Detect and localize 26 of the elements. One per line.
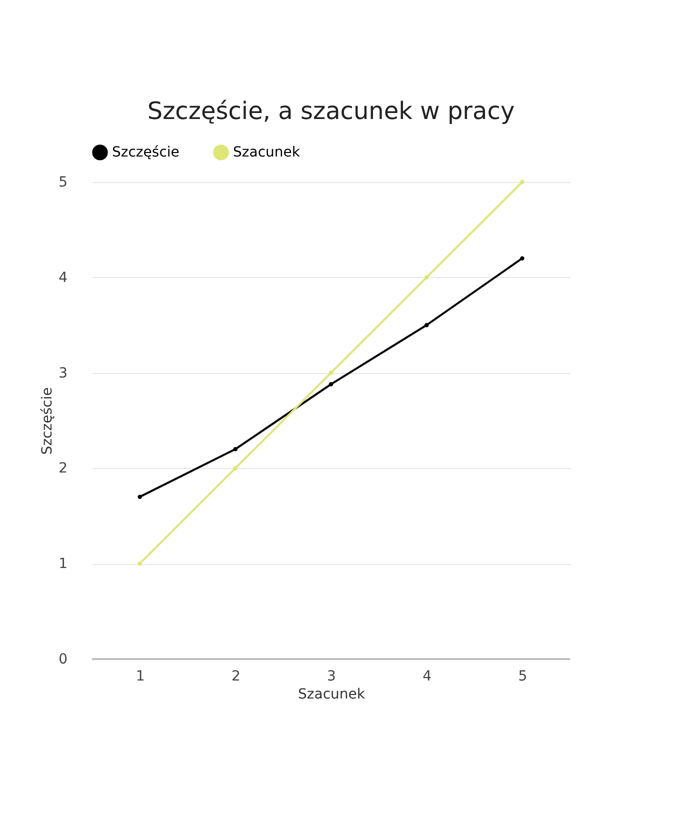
point xyxy=(520,256,524,260)
chart-title: Szczęście, a szacunek w pracy xyxy=(147,97,515,125)
point xyxy=(233,466,238,470)
y-tick-label: 0 xyxy=(58,652,68,668)
point xyxy=(138,494,142,499)
x-tick-label: 1 xyxy=(136,668,145,684)
y-tick-label: 5 xyxy=(58,174,68,190)
y-tick-label: 3 xyxy=(58,365,68,382)
point xyxy=(233,447,238,452)
point xyxy=(424,275,429,280)
y-tick-label: 1 xyxy=(58,556,68,572)
y-tick-label: 4 xyxy=(58,270,68,286)
y-axis-title: Szczęście xyxy=(40,387,56,455)
legend-label: Szacunek xyxy=(233,144,301,160)
x-tick-label: 3 xyxy=(327,668,336,684)
point xyxy=(328,370,334,375)
point xyxy=(424,322,429,328)
point xyxy=(520,180,524,184)
x-axis-title: Szacunek xyxy=(298,686,366,702)
y-tick-label: 2 xyxy=(58,460,68,477)
point xyxy=(138,561,142,566)
point xyxy=(328,382,334,386)
x-tick-label: 2 xyxy=(231,668,240,684)
x-tick-label: 4 xyxy=(422,668,432,684)
legend-label: Szczęście xyxy=(112,144,180,160)
x-tick-label: 5 xyxy=(518,668,528,684)
